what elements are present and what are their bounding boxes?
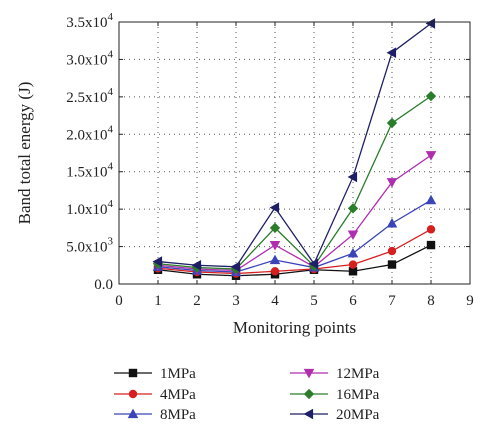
axis-ticks [118, 21, 471, 285]
y-tick-label: 0.0 [94, 277, 113, 293]
data-point [270, 267, 280, 276]
legend-marker [303, 388, 315, 400]
data-point [386, 47, 397, 58]
data-point [386, 178, 398, 188]
data-point [230, 261, 241, 273]
legend-item: 8MPa [114, 407, 196, 423]
x-tick-label: 1 [154, 293, 162, 309]
legend-label: 16MPa [336, 387, 380, 403]
legend: 1MPa 4MPa 8MPa 12MPa 16MPa 20MPa [114, 366, 380, 423]
x-axis-title: Monitoring points [233, 318, 356, 337]
x-tick-label: 8 [427, 293, 435, 309]
data-point [152, 256, 163, 267]
data-point [269, 240, 281, 251]
data-point [425, 90, 437, 102]
y-tick-label: 3.5x104 [66, 11, 113, 31]
data-point [347, 230, 359, 241]
series-12MPa [152, 151, 437, 276]
x-tick-label: 0 [115, 293, 123, 309]
x-tick-label: 9 [466, 293, 474, 309]
legend-marker [127, 408, 139, 419]
legend-marker [128, 389, 138, 399]
x-tick-label: 3 [232, 293, 240, 309]
y-tick-label: 3.0x104 [66, 48, 113, 68]
data-point [386, 217, 398, 228]
data-point [425, 194, 437, 205]
legend-marker [303, 408, 314, 420]
data-point [269, 202, 280, 213]
x-tick-label: 5 [310, 293, 318, 309]
legend-item: 4MPa [114, 387, 196, 403]
legend-item: 16MPa [290, 387, 380, 403]
data-point [426, 225, 436, 234]
data-point [347, 203, 359, 214]
series-line [157, 244, 432, 277]
legend-label: 1MPa [160, 366, 196, 382]
grid-lines [119, 22, 470, 284]
x-tick-label: 6 [349, 293, 357, 309]
series-line [157, 199, 432, 273]
data-point [387, 246, 397, 256]
data-point [387, 260, 397, 269]
data-point [426, 240, 436, 250]
x-tick-label: 4 [271, 293, 279, 309]
legend-label: 20MPa [336, 407, 380, 423]
series-line [157, 22, 432, 268]
series-line [157, 95, 432, 270]
data-point [308, 258, 319, 270]
legend-label: 8MPa [160, 407, 196, 423]
legend-marker [128, 368, 138, 378]
series-20MPa [152, 18, 436, 273]
y-tick-label: 2.5x104 [66, 86, 113, 106]
series-line [157, 228, 432, 275]
y-tick-label: 2.0x104 [66, 123, 113, 143]
y-tick-label: 5.0x103 [66, 236, 113, 256]
legend-marker [303, 368, 315, 379]
data-point [269, 254, 281, 265]
data-series [152, 18, 437, 280]
data-point [425, 151, 437, 161]
data-point [386, 117, 398, 129]
y-tick-labels: 0.0 5.0x103 1.0x104 1.5x104 2.0x104 2.5x104 3.… [66, 11, 113, 293]
data-point [347, 247, 359, 258]
legend-item: 20MPa [290, 407, 380, 423]
y-axis-title: Band total energy (J) [15, 82, 34, 225]
x-tick-label: 7 [388, 293, 396, 309]
plot-frame [118, 21, 471, 285]
legend-item: 1MPa [114, 366, 196, 382]
legend-item: 12MPa [290, 366, 380, 382]
data-point [347, 171, 358, 183]
y-tick-label: 1.0x104 [66, 198, 113, 218]
x-tick-labels: 0 1 2 3 4 5 6 7 8 9 [115, 293, 474, 309]
data-point [269, 222, 281, 234]
legend-label: 12MPa [336, 366, 380, 382]
y-tick-label: 1.5x104 [66, 161, 113, 181]
series-line [157, 154, 432, 272]
data-point [191, 260, 202, 271]
data-point [348, 260, 358, 269]
legend-label: 4MPa [160, 387, 196, 403]
x-tick-label: 2 [193, 293, 201, 309]
